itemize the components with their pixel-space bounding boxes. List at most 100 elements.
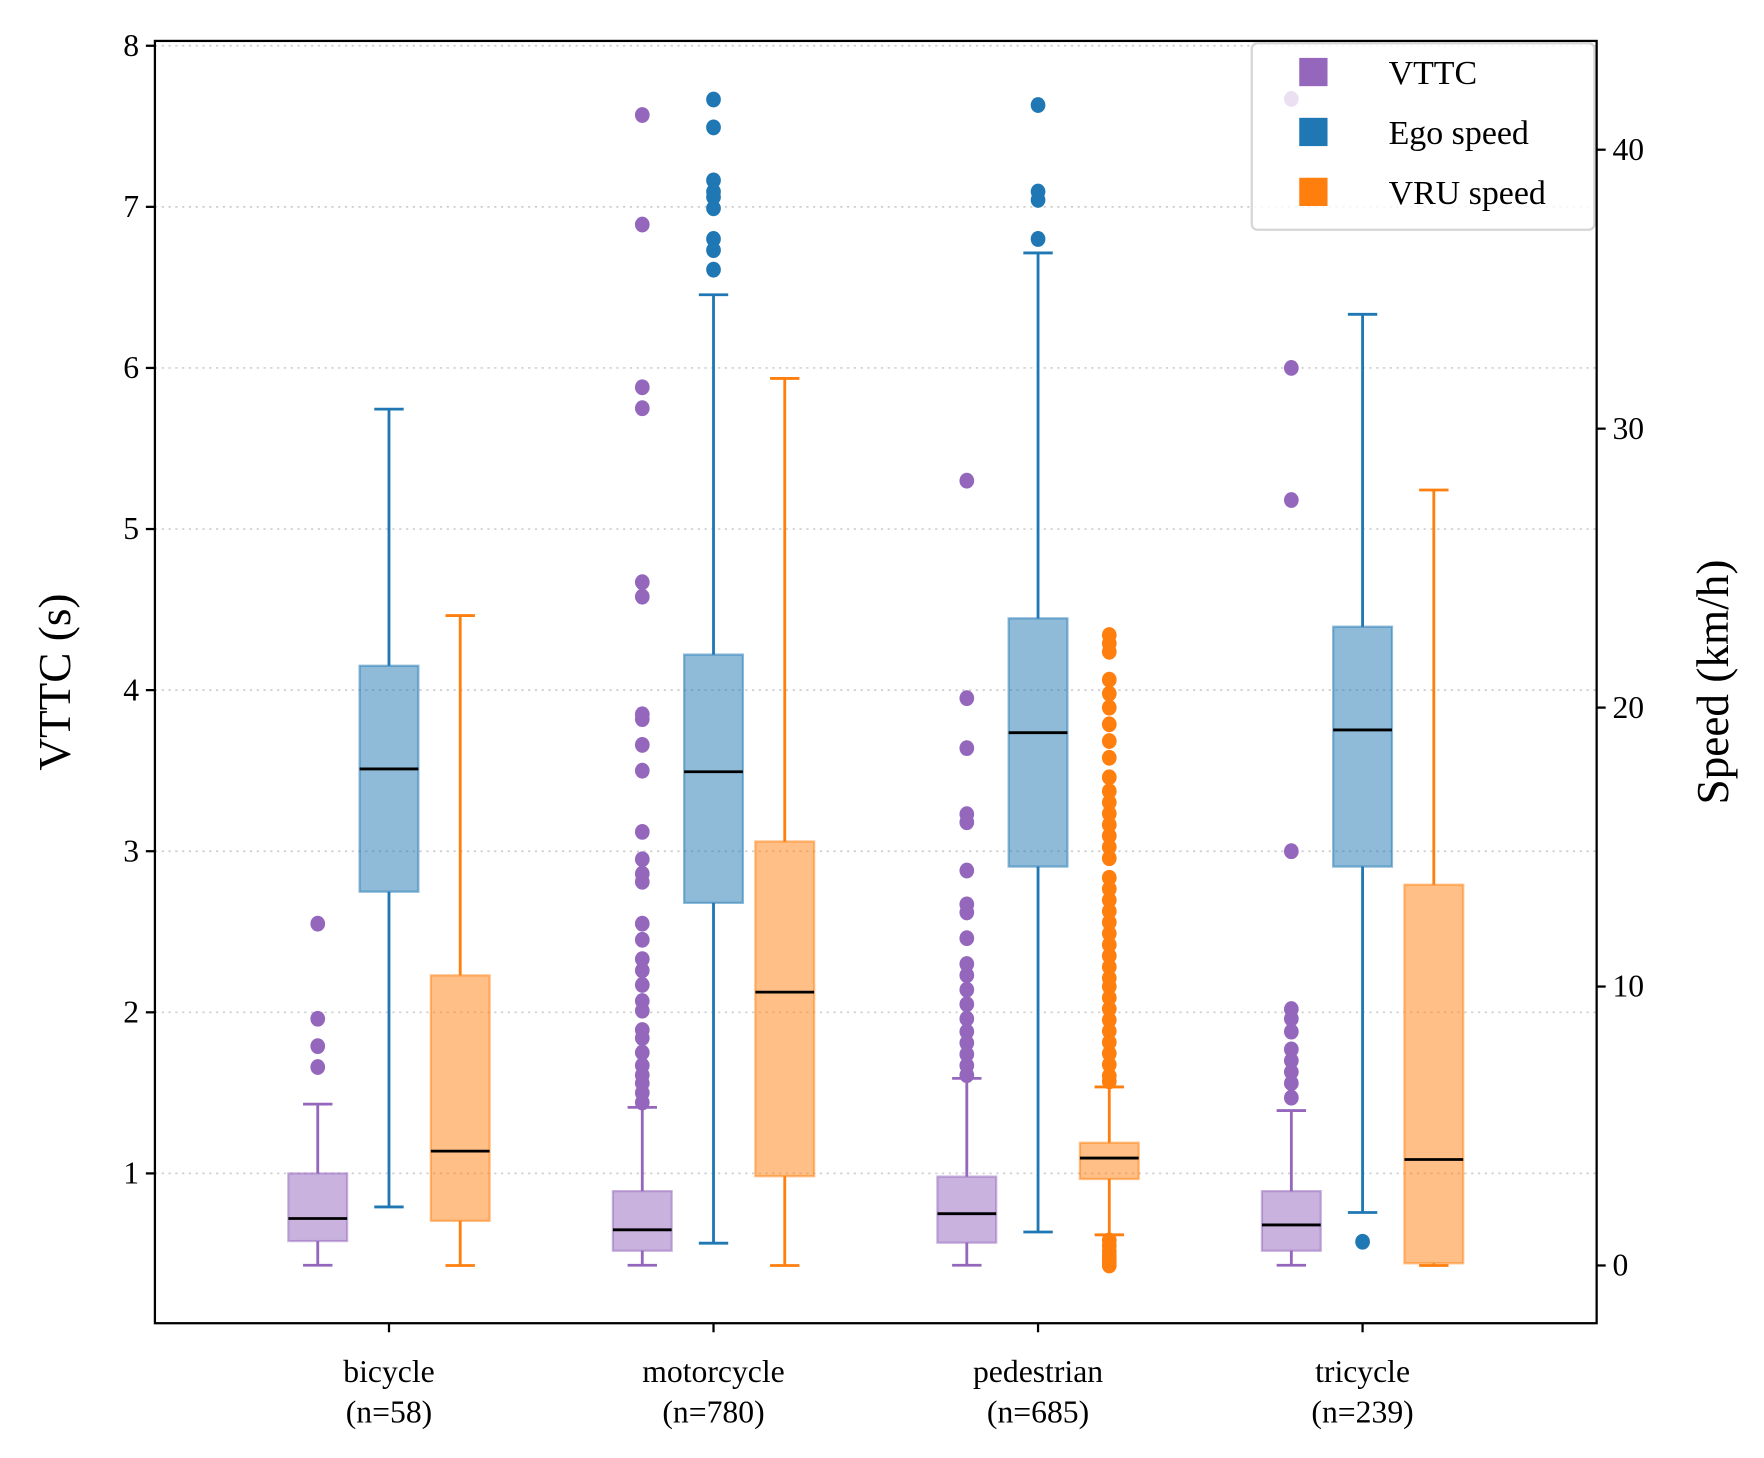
outlier-point [634,574,650,591]
outlier-point [1101,827,1117,844]
outlier-point [634,962,650,979]
outlier-point [1283,1075,1299,1092]
outlier-point [706,119,721,136]
axes-frame [153,39,1598,1325]
box-iqr [1260,1189,1322,1252]
legend-label: VRU speed [1389,175,1546,212]
box-1 [754,377,816,1267]
outlier-point [1101,936,1117,953]
outlier-point [706,91,721,108]
outlier-point [634,1002,650,1019]
box-iqr [1078,1141,1140,1181]
outlier-point [634,1044,650,1061]
outlier-point [1101,733,1117,749]
outlier-point [959,1035,975,1051]
outlier-point [1101,805,1117,822]
outlier-point [706,242,721,259]
x-tick-label: (n=685) [987,1395,1089,1430]
outlier-point [634,951,650,968]
outlier-point [959,814,975,831]
outlier-point [634,873,650,890]
outlier-point [706,261,721,278]
box-iqr [611,1189,673,1252]
left-tick-label: 2 [123,994,139,1029]
outlier-point [1283,1023,1299,1040]
left-tick-label: 5 [123,511,139,546]
outlier-point [1101,925,1117,942]
outlier-point [310,915,326,932]
outlier-point [1101,671,1117,688]
outlier-point [1355,1233,1370,1250]
outlier-point [634,588,650,605]
series-vru-speed [429,377,1465,1274]
box-iqr [1403,883,1465,1265]
outlier-point [1283,360,1299,376]
outlier-point [706,172,721,189]
outlier-point [1101,794,1117,811]
x-tick-label: bicycle [343,1354,434,1389]
outlier-point [1283,492,1299,508]
outlier-point [634,931,650,948]
x-tick-label: (n=58) [346,1395,432,1430]
outlier-point [634,379,650,396]
outlier-point [1101,903,1117,920]
outlier-point [959,690,975,707]
outlier-point [1101,783,1117,800]
outlier-point [1030,231,1046,247]
legend-label: VTTC [1389,55,1478,92]
outlier-point [634,736,650,753]
outlier-point [1101,1056,1117,1073]
outlier-point [310,1059,326,1075]
outlier-point [959,967,975,984]
outlier-point [1101,1012,1117,1028]
outlier-point [634,107,650,123]
outlier-point [1101,947,1117,964]
outlier-point [1101,1257,1117,1274]
outlier-point [1101,699,1117,716]
legend-swatch [1299,57,1328,87]
outlier-point [1101,749,1117,766]
outlier-point [310,1010,326,1027]
box-iqr [1007,617,1069,868]
x-tick-label: tricycle [1315,1354,1410,1389]
outlier-point [1101,716,1117,733]
series-vttc [287,91,1322,1267]
box-iqr [936,1175,998,1244]
box-2 [1078,627,1140,1274]
right-tick-label: 0 [1612,1248,1628,1283]
outlier-point [1101,869,1117,886]
outlier-point [634,851,650,868]
outlier-point [634,915,650,932]
outlier-point [1101,685,1117,702]
x-tick-label: (n=239) [1311,1395,1413,1430]
outlier-point [706,189,721,206]
outlier-point [634,1030,650,1047]
outlier-point [1101,816,1117,833]
outlier-point [959,1067,975,1084]
box-0 [287,915,349,1267]
outlier-point [959,981,975,998]
outlier-point [959,1046,975,1063]
box-3 [1332,312,1394,1250]
box-3 [1260,91,1322,1267]
box-iqr [682,653,745,904]
outlier-point [1101,914,1117,931]
x-tick-label: (n=780) [662,1395,764,1430]
outlier-point [1283,1052,1299,1069]
right-axis-label: Speed (km/h) [1688,560,1738,805]
series-ego-speed [358,91,1394,1250]
outlier-point [1101,1073,1117,1090]
outlier-point [959,472,975,489]
outlier-point [959,740,975,757]
outlier-point [1101,989,1117,1006]
outlier-point [634,823,650,840]
right-axis-ticks: 0 10 20 30 40 [1596,132,1644,1283]
outlier-point [1101,1000,1117,1017]
legend: VTTC Ego speed VRU speed [1250,42,1596,231]
left-tick-label: 6 [123,350,139,385]
box-iqr [1332,625,1394,868]
outlier-point [1283,843,1299,860]
legend-frame [1250,42,1596,231]
left-axis-ticks: 1 2 3 4 5 6 7 8 [123,28,155,1191]
